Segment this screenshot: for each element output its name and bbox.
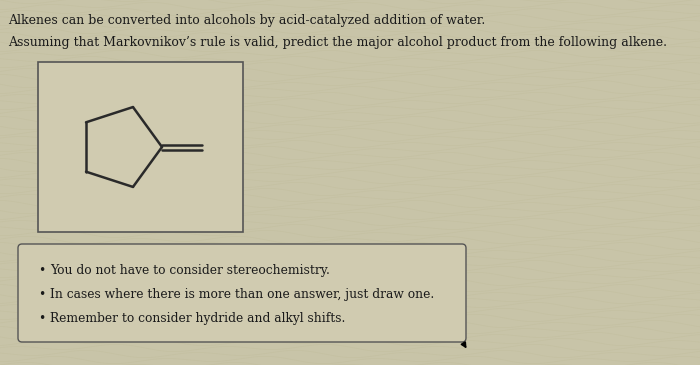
Text: •: • (38, 288, 46, 301)
Text: Assuming that Markovnikov’s rule is valid, predict the major alcohol product fro: Assuming that Markovnikov’s rule is vali… (8, 36, 667, 49)
Bar (38, 62, 243, 232)
Text: •: • (38, 312, 46, 325)
Text: Remember to consider hydride and alkyl shifts.: Remember to consider hydride and alkyl s… (50, 312, 345, 325)
Text: In cases where there is more than one answer, just draw one.: In cases where there is more than one an… (50, 288, 434, 301)
Text: You do not have to consider stereochemistry.: You do not have to consider stereochemis… (50, 264, 330, 277)
Text: Alkenes can be converted into alcohols by acid-catalyzed addition of water.: Alkenes can be converted into alcohols b… (8, 14, 485, 27)
FancyBboxPatch shape (18, 244, 466, 342)
Text: •: • (38, 264, 46, 277)
